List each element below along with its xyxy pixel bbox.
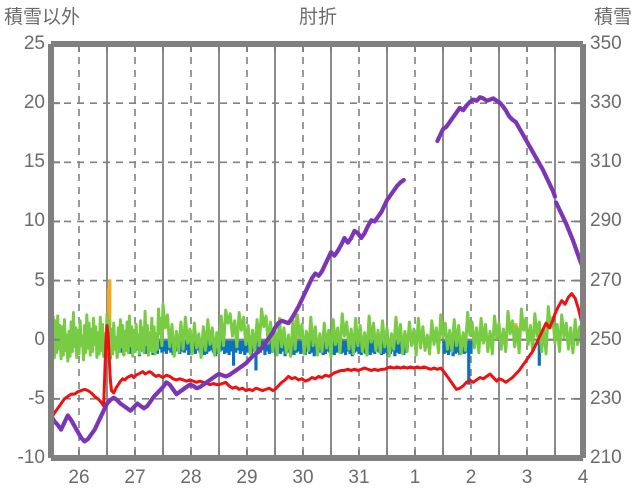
bar (207, 339, 211, 352)
bar (225, 339, 229, 353)
right-axis-tick-label: 230 (590, 387, 622, 409)
bar (162, 339, 166, 352)
bar (442, 339, 446, 354)
purple-series-segment-2 (435, 95, 558, 199)
bar (368, 339, 372, 356)
x-axis-tick-label: 27 (124, 467, 146, 488)
bar (296, 339, 301, 352)
bar (256, 339, 260, 354)
plot-frame (48, 41, 586, 461)
right-axis-tick-label: 330 (590, 92, 622, 114)
bar (229, 339, 233, 352)
right-axis-tick-label: 290 (590, 210, 622, 232)
bar (245, 339, 249, 353)
bar (108, 279, 112, 340)
bar (357, 339, 361, 354)
left-axis-tick-label: 0 (34, 328, 45, 350)
bar (469, 339, 473, 354)
bar (395, 339, 399, 353)
left-axis-tick-label: 15 (23, 151, 45, 173)
bar (144, 339, 148, 354)
purple-series-segment-3 (554, 200, 584, 268)
left-axis-tick-label: 25 (23, 33, 45, 54)
bar (343, 339, 348, 356)
bar (397, 339, 401, 354)
bar (267, 339, 271, 354)
bar (240, 339, 245, 352)
x-axis-tick-label: 26 (68, 467, 90, 488)
bar (231, 339, 236, 366)
green-series (49, 302, 584, 363)
right-axis-tick-label: 270 (590, 269, 622, 291)
chart-title: 肘折 (298, 7, 337, 28)
bar (263, 339, 267, 356)
bar (227, 339, 231, 356)
x-axis-tick-label: 2 (465, 467, 477, 488)
bar (453, 339, 457, 354)
left-axis-tick-labels: 25 20 15 10 5 0 -5 -10 (0, 0, 45, 501)
bar (238, 339, 242, 354)
bar (341, 339, 345, 353)
right-axis-tick-label: 250 (590, 328, 622, 350)
left-axis-title: 積雪以外 (4, 7, 81, 28)
bar (223, 339, 227, 354)
left-axis-tick-label: 5 (34, 269, 45, 291)
x-axis-tick-label: 29 (236, 467, 258, 488)
purple-series-segment-1 (48, 177, 406, 444)
right-axis-title: 積雪 (593, 7, 632, 28)
x-axis-tick-label: 4 (577, 467, 589, 488)
x-axis-tick-label: 28 (180, 467, 202, 488)
bar (243, 339, 247, 356)
right-axis-tick-label: 310 (590, 151, 622, 173)
bar (467, 339, 471, 385)
x-axis-tick-label: 1 (409, 467, 421, 488)
right-axis-tick-label: 210 (590, 447, 622, 468)
bar (335, 339, 339, 353)
left-axis-tick-label: 20 (23, 92, 45, 114)
bar (370, 339, 375, 353)
bar (184, 339, 189, 351)
left-axis-tick-label: -5 (28, 387, 45, 409)
x-axis-tick-label: 3 (521, 467, 533, 488)
right-axis-tick-label: 350 (590, 33, 622, 54)
red-series (49, 292, 584, 421)
left-axis-tick-label: -10 (17, 447, 45, 468)
left-axis-tick-label: 10 (23, 210, 45, 232)
bar (265, 339, 269, 352)
bar (312, 339, 316, 357)
bar (164, 339, 168, 354)
bar (158, 339, 162, 350)
x-axis-tick-label: 31 (348, 467, 370, 488)
right-axis-tick-labels: 350 330 310 290 270 250 230 210 (590, 0, 636, 501)
bar (537, 339, 541, 366)
bar (299, 339, 303, 354)
bar (332, 339, 336, 356)
x-axis-tick-label: 30 (292, 467, 314, 488)
bar (187, 339, 191, 356)
